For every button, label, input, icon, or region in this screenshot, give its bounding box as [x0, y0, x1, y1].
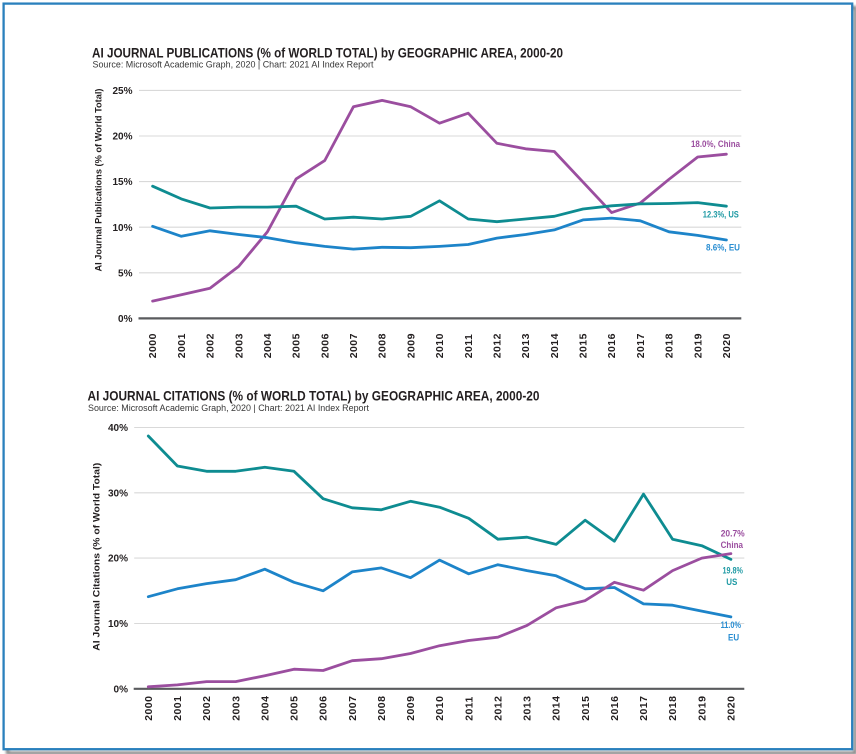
svg-text:2006: 2006 [319, 333, 331, 358]
svg-text:2019: 2019 [692, 333, 704, 358]
svg-text:2018: 2018 [667, 696, 679, 721]
svg-text:2002: 2002 [205, 333, 217, 358]
svg-text:0%: 0% [114, 684, 129, 695]
svg-text:2020: 2020 [726, 696, 738, 721]
svg-text:2006: 2006 [318, 696, 330, 721]
svg-text:8.6%, EU: 8.6%, EU [706, 243, 740, 253]
svg-text:2007: 2007 [348, 333, 360, 358]
svg-text:5%: 5% [118, 268, 133, 279]
svg-text:2011: 2011 [463, 334, 475, 359]
svg-text:2014: 2014 [549, 333, 561, 358]
svg-text:2009: 2009 [405, 696, 417, 721]
svg-text:AI JOURNAL CITATIONS (% of WOR: AI JOURNAL CITATIONS (% of WORLD TOTAL) … [88, 389, 540, 404]
svg-text:Source: Microsoft Academic Gra: Source: Microsoft Academic Graph, 2020 |… [88, 403, 370, 413]
svg-text:2018: 2018 [664, 333, 676, 358]
svg-text:AI Journal Citations (% of Wor: AI Journal Citations (% of World Total) [92, 463, 102, 651]
svg-text:2002: 2002 [201, 696, 213, 721]
svg-text:2007: 2007 [347, 696, 359, 721]
svg-text:20%: 20% [112, 132, 132, 143]
svg-text:2000: 2000 [143, 696, 155, 721]
svg-text:2017: 2017 [638, 696, 650, 721]
svg-text:2013: 2013 [520, 333, 532, 358]
svg-text:2017: 2017 [635, 333, 647, 358]
svg-text:12.3%, US: 12.3%, US [703, 210, 739, 220]
svg-text:18.0%, China: 18.0%, China [691, 139, 741, 149]
svg-text:19.8%: 19.8% [723, 566, 743, 576]
svg-text:2001: 2001 [176, 333, 188, 358]
svg-text:2004: 2004 [262, 333, 274, 358]
svg-text:2012: 2012 [493, 696, 505, 721]
svg-text:AI JOURNAL PUBLICATIONS (% of: AI JOURNAL PUBLICATIONS (% of WORLD TOTA… [92, 45, 563, 60]
svg-text:2010: 2010 [434, 696, 446, 721]
svg-text:2005: 2005 [289, 696, 301, 721]
svg-text:30%: 30% [108, 488, 128, 499]
svg-text:2012: 2012 [492, 333, 504, 358]
svg-text:2019: 2019 [696, 696, 708, 721]
svg-text:2016: 2016 [609, 696, 621, 721]
svg-text:China: China [721, 540, 744, 550]
svg-text:Source: Microsoft Academic Gra: Source: Microsoft Academic Graph, 2020 |… [93, 60, 375, 70]
svg-text:EU: EU [728, 632, 739, 642]
svg-text:2009: 2009 [405, 333, 417, 358]
svg-text:2004: 2004 [259, 696, 271, 721]
svg-text:2015: 2015 [580, 696, 592, 721]
svg-text:2016: 2016 [606, 333, 618, 358]
svg-text:20%: 20% [108, 554, 128, 565]
svg-text:10%: 10% [108, 619, 128, 630]
svg-text:2000: 2000 [147, 333, 159, 358]
svg-text:0%: 0% [118, 314, 133, 325]
svg-text:11.0%: 11.0% [721, 620, 741, 630]
svg-text:2003: 2003 [233, 333, 245, 358]
svg-text:2008: 2008 [377, 333, 389, 358]
svg-text:2015: 2015 [578, 333, 590, 358]
svg-text:40%: 40% [108, 423, 128, 434]
svg-text:25%: 25% [112, 86, 132, 97]
svg-text:2010: 2010 [434, 333, 446, 358]
svg-text:20.7%: 20.7% [721, 528, 745, 538]
svg-text:15%: 15% [112, 177, 132, 188]
svg-text:2008: 2008 [376, 696, 388, 721]
svg-text:2011: 2011 [463, 696, 475, 721]
svg-text:2020: 2020 [721, 333, 733, 358]
svg-text:US: US [726, 577, 737, 587]
svg-text:AI Journal Publications (% of: AI Journal Publications (% of World Tota… [94, 89, 104, 272]
svg-text:2003: 2003 [230, 696, 242, 721]
svg-text:2001: 2001 [172, 696, 184, 721]
svg-text:2013: 2013 [522, 696, 534, 721]
svg-text:2005: 2005 [291, 333, 303, 358]
svg-text:2014: 2014 [551, 696, 563, 721]
svg-text:10%: 10% [112, 223, 132, 234]
